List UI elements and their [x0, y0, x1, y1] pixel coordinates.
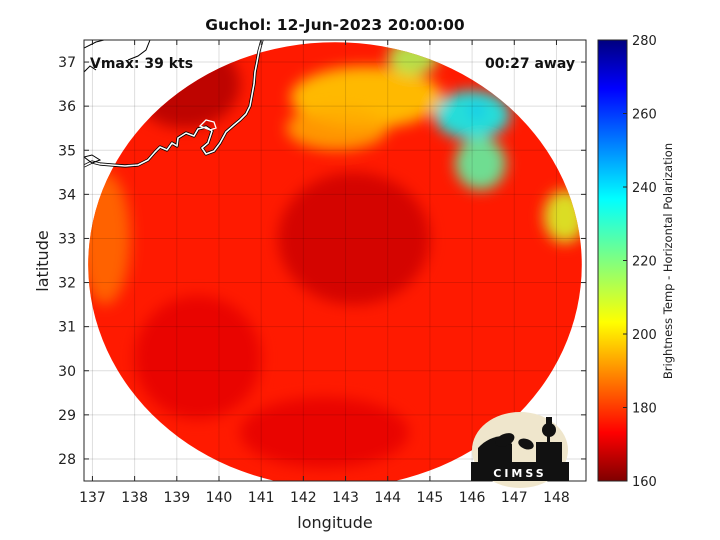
x-tick-label: 145 [417, 490, 444, 506]
y-tick-label: 35 [58, 143, 76, 159]
colorbar-label: Brightness Temp - Horizontal Polarizatio… [661, 143, 675, 379]
y-tick-label: 37 [58, 55, 76, 71]
x-tick-label: 137 [79, 490, 106, 506]
colorbar-tick-label: 260 [632, 108, 657, 123]
x-tick-label: 143 [332, 490, 359, 506]
y-tick-label: 36 [58, 99, 76, 115]
y-tick-label: 30 [58, 364, 76, 380]
x-tick-label: 139 [163, 490, 190, 506]
field-north-cyan [286, 106, 388, 151]
x-tick-label: 138 [121, 490, 148, 506]
field-storm-core [278, 172, 430, 305]
y-tick-label: 34 [58, 187, 76, 203]
y-tick-label: 33 [58, 231, 76, 247]
x-tick-label: 146 [459, 490, 486, 506]
x-tick-label: 141 [248, 490, 275, 506]
field-northeast-tail [455, 137, 506, 190]
y-axis-ticks: 28 29 30 31 32 33 34 35 36 37 [58, 55, 586, 468]
colorbar-tick-label: 200 [632, 328, 657, 343]
axes-box [83, 39, 587, 482]
coastline [84, 40, 264, 168]
colorbar-tick-label: 160 [632, 475, 657, 490]
colorbar-tick-label: 280 [632, 34, 657, 49]
y-tick-label: 29 [58, 408, 76, 424]
y-tick-label: 31 [58, 320, 76, 336]
y-axis-label: latitude [33, 230, 52, 291]
y-tick-label: 28 [58, 452, 76, 468]
field-northeast-cloud [434, 90, 511, 140]
field-southwest-spiral [134, 295, 262, 420]
colorbar-gradient [597, 39, 628, 482]
cimss-logo: CIMSS [471, 412, 569, 488]
colorbar-tick-label: 240 [632, 181, 657, 196]
colorbar-ticks: 160 180 200 220 240 260 280 [623, 34, 657, 490]
field-southern-arc [240, 397, 409, 468]
y-tick-label: 32 [58, 276, 76, 292]
x-tick-label: 144 [374, 490, 401, 506]
field-orange-spot [469, 105, 483, 116]
logo-text: CIMSS [493, 467, 546, 480]
x-tick-label: 148 [543, 490, 570, 506]
x-tick-label: 147 [501, 490, 528, 506]
x-tick-label: 140 [206, 490, 233, 506]
colorbar-tick-label: 180 [632, 402, 657, 417]
time-offset-annotation: 00:27 away [485, 56, 575, 72]
x-axis-ticks: 137 138 139 140 141 142 143 144 145 146 147 148 [79, 40, 570, 506]
chart-title: Guchol: 12-Jun-2023 20:00:00 [205, 16, 465, 34]
colorbar: 160 180 200 220 240 260 280 Brightness Temp - … [597, 34, 675, 490]
x-tick-label: 142 [290, 490, 317, 506]
logo-banner [471, 462, 569, 481]
vmax-annotation: Vmax: 39 kts [90, 56, 193, 72]
x-axis-label: longitude [297, 513, 372, 532]
colorbar-tick-label: 220 [632, 255, 657, 270]
